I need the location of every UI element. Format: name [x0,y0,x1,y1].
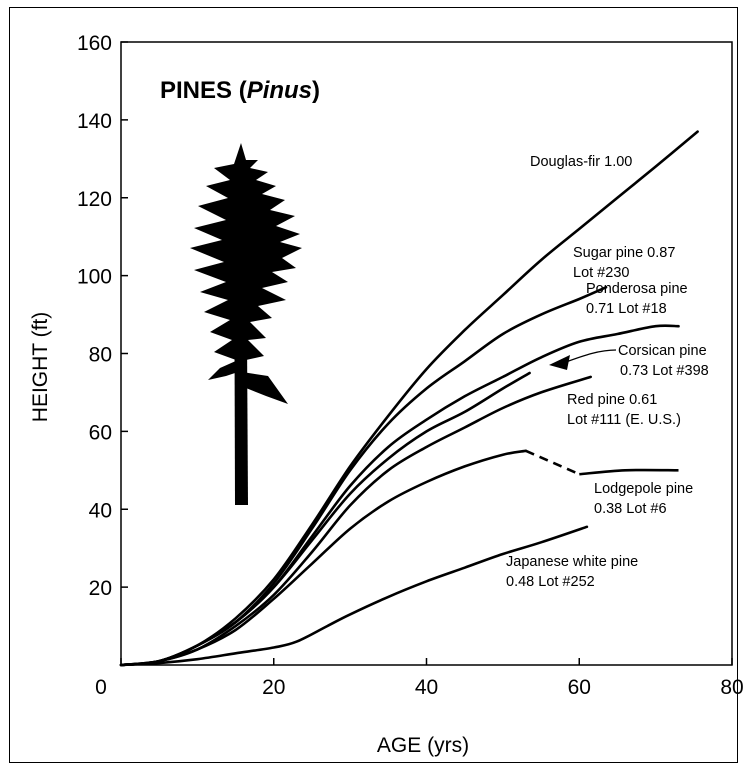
sugar-pine-0-87-label: Sugar pine 0.87 [573,245,675,261]
japanese-white-pine-label: 0.48 Lot #252 [506,574,595,590]
corsican-pointer-line [565,349,617,363]
y-tick-label: 120 [77,188,112,211]
y-axis-label: HEIGHT (ft) [29,312,52,422]
y-tick-label: 140 [77,110,112,133]
y-tick-label: 100 [77,266,112,289]
x-tick-label: 20 [262,676,285,699]
chart-frame [9,7,738,763]
chart-title: PINES (Pinus) [160,77,320,104]
corsican-pine-label: Corsican pine [618,343,707,359]
lodgepole-pine-dashed-segment [525,449,580,476]
y-tick-label: 60 [89,421,112,444]
tick-labels: 0 20 40 60 80 20 40 60 80 100 120 140 160 [77,32,744,699]
japanese-white-pine-label: Japanese white pine [506,554,638,570]
lodgepole-pine-line [119,449,528,667]
x-tick-label: 60 [568,676,591,699]
lodgepole-pine-label: Lodgepole pine [594,481,693,497]
y-tick-label: 40 [89,499,112,522]
x-tick-label: 40 [415,676,438,699]
corsican-pointer-arrowhead [549,355,570,370]
x-tick-label: 80 [720,676,743,699]
corsican-pine-line [119,371,531,667]
japanese-white-pine-line [119,525,589,667]
y-tick-label: 20 [89,577,112,600]
series-labels: Douglas-fir 1.00 Sugar pine 0.87 Lot #230P… [506,154,709,590]
ponderosa-pine-label: 0.71 Lot #18 [586,301,667,317]
x-axis-label: AGE (yrs) [377,734,469,757]
douglas-fir-1-00-line [119,130,699,667]
tree-lower-branch [208,360,288,404]
y-tick-label: 160 [77,32,112,55]
corsican-pine-label: 0.73 Lot #398 [620,363,709,379]
ponderosa-pine-label: Ponderosa pine [586,281,688,297]
douglas-fir-1-00-label: Douglas-fir 1.00 [530,154,632,170]
titles: PINES (Pinus) AGE (yrs) HEIGHT (ft) [29,77,469,757]
red-pine-0-61-label: Red pine 0.61 [567,392,657,408]
lodgepole-pine-tail-line [579,468,679,476]
red-pine-0-61-label: Lot #111 (E. U.S.) [567,412,681,428]
x-tick-label: 0 [95,676,107,699]
series-lines [119,130,699,667]
sugar-pine-0-87-label: Lot #230 [573,265,629,281]
tree-illustration [190,143,302,505]
tree-crown-top [190,143,302,360]
red-pine-0-61-line [119,375,592,667]
lodgepole-pine-label: 0.38 Lot #6 [594,501,667,517]
y-tick-label: 80 [89,344,112,367]
